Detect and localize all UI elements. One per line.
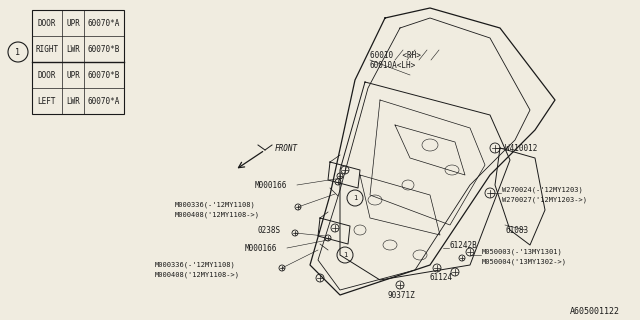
Text: A605001122: A605001122: [570, 308, 620, 316]
Text: LEFT: LEFT: [38, 97, 56, 106]
Text: FRONT: FRONT: [275, 143, 298, 153]
Text: M000166: M000166: [245, 244, 277, 252]
Text: M050003(-'13MY1301): M050003(-'13MY1301): [482, 249, 563, 255]
Text: 61242B: 61242B: [450, 241, 477, 250]
Text: 1: 1: [343, 252, 347, 258]
Text: 60070*B: 60070*B: [88, 44, 120, 53]
Text: M000336(-'12MY1108): M000336(-'12MY1108): [175, 202, 256, 208]
Text: 90371Z: 90371Z: [388, 291, 416, 300]
Text: DOOR: DOOR: [38, 19, 56, 28]
Text: M000408('12MY1108->): M000408('12MY1108->): [175, 212, 260, 218]
Text: 61124: 61124: [430, 274, 453, 283]
Text: 60010A<LH>: 60010A<LH>: [370, 60, 416, 69]
Text: 60070*A: 60070*A: [88, 19, 120, 28]
Text: 1: 1: [353, 195, 357, 201]
Text: 60010  <RH>: 60010 <RH>: [370, 51, 421, 60]
Text: 0238S: 0238S: [257, 226, 280, 235]
Text: W410012: W410012: [505, 143, 538, 153]
Text: M000166: M000166: [255, 180, 287, 189]
Text: M000408('12MY1108->): M000408('12MY1108->): [155, 272, 240, 278]
Text: M000336(-'12MY1108): M000336(-'12MY1108): [155, 262, 236, 268]
Text: 1: 1: [15, 47, 20, 57]
Text: LWR: LWR: [66, 97, 80, 106]
Text: LWR: LWR: [66, 44, 80, 53]
Text: UPR: UPR: [66, 19, 80, 28]
Text: RIGHT: RIGHT: [35, 44, 59, 53]
Text: 60070*A: 60070*A: [88, 97, 120, 106]
Text: 60070*B: 60070*B: [88, 70, 120, 79]
Text: DOOR: DOOR: [38, 70, 56, 79]
Text: W270027('12MY1203->): W270027('12MY1203->): [502, 197, 587, 203]
Text: M050004('13MY1302->): M050004('13MY1302->): [482, 259, 567, 265]
Text: UPR: UPR: [66, 70, 80, 79]
Text: 61083: 61083: [505, 226, 528, 235]
Bar: [32, 10, 124, 114]
Text: W270024(-'12MY1203): W270024(-'12MY1203): [502, 187, 583, 193]
